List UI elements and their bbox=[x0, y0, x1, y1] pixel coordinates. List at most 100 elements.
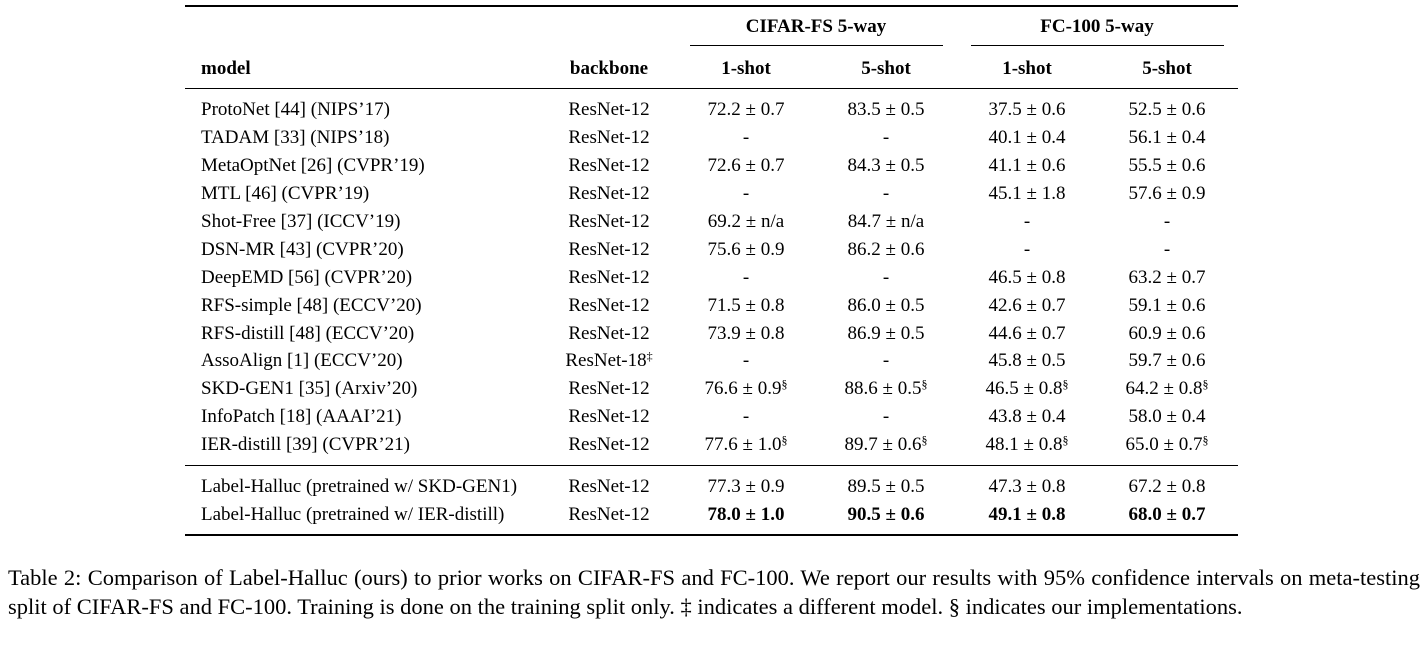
cmidrule-fc100 bbox=[971, 45, 1224, 46]
value-text: 69.2 ± n/a bbox=[707, 211, 785, 232]
model-cell: MetaOptNet [26] (CVPR’19) bbox=[201, 155, 425, 176]
value-text: - bbox=[1163, 211, 1171, 232]
ours-rule bbox=[185, 465, 1238, 466]
value-cell-cifar-1shot: 75.6 ± 0.9 bbox=[708, 239, 785, 261]
backbone-cell: ResNet-12 bbox=[568, 267, 649, 289]
value-text: - bbox=[742, 267, 750, 288]
header-model: model bbox=[201, 58, 251, 79]
value-text: 72.6 ± 0.7 bbox=[707, 155, 785, 176]
value-cell-cifar-5shot: 89.5 ± 0.5 bbox=[848, 476, 925, 498]
value-cell-cifar-5shot: - bbox=[883, 183, 889, 205]
value-cell-cifar-5shot: 88.6 ± 0.5§ bbox=[845, 378, 928, 400]
model-cell: Label-Halluc (pretrained w/ SKD-GEN1) bbox=[201, 476, 518, 497]
value-text: 40.1 ± 0.4 bbox=[988, 127, 1066, 148]
backbone-cell: ResNet-12 bbox=[568, 504, 649, 526]
value-cell-fc100-5shot: 59.7 ± 0.6 bbox=[1129, 350, 1206, 372]
backbone-text: ResNet-12 bbox=[568, 476, 650, 497]
value-cell-fc100-1shot: 37.5 ± 0.6 bbox=[989, 99, 1066, 121]
value-cell-cifar-1shot: - bbox=[743, 350, 749, 372]
value-text: 89.5 ± 0.5 bbox=[847, 476, 925, 497]
value-text: 57.6 ± 0.9 bbox=[1128, 183, 1206, 204]
value-text: 45.1 ± 1.8 bbox=[988, 183, 1066, 204]
value-text: 46.5 ± 0.8 bbox=[985, 378, 1063, 399]
value-text: 56.1 ± 0.4 bbox=[1128, 127, 1206, 148]
value-cell-cifar-1shot: 73.9 ± 0.8 bbox=[708, 323, 785, 345]
double-dagger-mark: ‡ bbox=[646, 349, 653, 363]
backbone-text: ResNet-12 bbox=[568, 295, 650, 316]
backbone-text: ResNet-12 bbox=[568, 99, 650, 120]
value-text: 84.7 ± n/a bbox=[847, 211, 925, 232]
value-text: 41.1 ± 0.6 bbox=[988, 155, 1066, 176]
backbone-cell: ResNet-12 bbox=[568, 434, 649, 456]
value-cell-cifar-5shot: 86.9 ± 0.5 bbox=[848, 323, 925, 345]
value-cell-cifar-5shot: 90.5 ± 0.6 bbox=[848, 504, 925, 526]
backbone-cell: ResNet-12 bbox=[568, 239, 649, 261]
top-rule bbox=[185, 5, 1238, 7]
value-cell-fc100-1shot: 45.1 ± 1.8 bbox=[989, 183, 1066, 205]
backbone-text: ResNet-12 bbox=[568, 127, 650, 148]
value-text: - bbox=[882, 350, 890, 371]
value-text: 52.5 ± 0.6 bbox=[1128, 99, 1206, 120]
value-cell-cifar-5shot: 83.5 ± 0.5 bbox=[848, 99, 925, 121]
value-cell-cifar-5shot: 89.7 ± 0.6§ bbox=[845, 434, 928, 456]
bottom-rule bbox=[185, 534, 1238, 536]
value-cell-fc100-1shot: 49.1 ± 0.8 bbox=[989, 504, 1066, 526]
backbone-cell: ResNet-18‡ bbox=[565, 350, 652, 372]
value-text: - bbox=[1023, 239, 1031, 260]
value-text: - bbox=[882, 183, 890, 204]
header-fc100-1shot: 1-shot bbox=[1002, 58, 1052, 79]
section-mark: § bbox=[1062, 433, 1069, 447]
value-cell-cifar-5shot: 84.7 ± n/a bbox=[848, 211, 924, 233]
model-cell: Shot-Free [37] (ICCV’19) bbox=[201, 211, 401, 232]
value-cell-cifar-5shot: - bbox=[883, 350, 889, 372]
value-cell-cifar-1shot: 69.2 ± n/a bbox=[708, 211, 784, 233]
backbone-cell: ResNet-12 bbox=[568, 183, 649, 205]
header-rule bbox=[185, 88, 1238, 89]
value-text: 46.5 ± 0.8 bbox=[988, 267, 1066, 288]
model-cell: InfoPatch [18] (AAAI’21) bbox=[201, 406, 402, 427]
backbone-cell: ResNet-12 bbox=[568, 378, 649, 400]
value-text: 60.9 ± 0.6 bbox=[1128, 323, 1206, 344]
value-cell-cifar-1shot: - bbox=[743, 267, 749, 289]
header-fc100-5shot: 5-shot bbox=[1142, 58, 1192, 79]
value-cell-fc100-5shot: 52.5 ± 0.6 bbox=[1129, 99, 1206, 121]
value-cell-fc100-5shot: 64.2 ± 0.8§ bbox=[1126, 378, 1209, 400]
value-text: 59.1 ± 0.6 bbox=[1128, 295, 1206, 316]
value-text: 73.9 ± 0.8 bbox=[707, 323, 785, 344]
value-text: 68.0 ± 0.7 bbox=[1128, 504, 1206, 525]
value-text: - bbox=[882, 267, 890, 288]
value-cell-cifar-5shot: 84.3 ± 0.5 bbox=[848, 155, 925, 177]
value-cell-fc100-5shot: 68.0 ± 0.7 bbox=[1129, 504, 1206, 526]
backbone-cell: ResNet-12 bbox=[568, 127, 649, 149]
header-backbone: backbone bbox=[569, 58, 649, 79]
value-text: 58.0 ± 0.4 bbox=[1128, 406, 1206, 427]
model-cell: ProtoNet [44] (NIPS’17) bbox=[201, 99, 390, 120]
value-cell-cifar-5shot: - bbox=[883, 406, 889, 428]
value-cell-cifar-1shot: 78.0 ± 1.0 bbox=[708, 504, 785, 526]
value-text: 44.6 ± 0.7 bbox=[988, 323, 1066, 344]
backbone-cell: ResNet-12 bbox=[568, 476, 649, 498]
backbone-text: ResNet-12 bbox=[568, 211, 650, 232]
value-text: 65.0 ± 0.7 bbox=[1125, 434, 1203, 455]
backbone-text: ResNet-12 bbox=[568, 323, 650, 344]
group-header-cifar: CIFAR-FS 5-way bbox=[745, 16, 887, 37]
value-cell-fc100-5shot: - bbox=[1164, 239, 1170, 261]
model-cell: DSN-MR [43] (CVPR’20) bbox=[201, 239, 404, 260]
value-text: 86.9 ± 0.5 bbox=[847, 323, 925, 344]
model-cell: MTL [46] (CVPR’19) bbox=[201, 183, 370, 204]
value-cell-cifar-1shot: 72.2 ± 0.7 bbox=[708, 99, 785, 121]
value-cell-cifar-5shot: 86.2 ± 0.6 bbox=[848, 239, 925, 261]
value-cell-fc100-1shot: 47.3 ± 0.8 bbox=[989, 476, 1066, 498]
backbone-cell: ResNet-12 bbox=[568, 406, 649, 428]
value-cell-cifar-1shot: 77.6 ± 1.0§ bbox=[705, 434, 788, 456]
value-text: 42.6 ± 0.7 bbox=[988, 295, 1066, 316]
value-cell-fc100-5shot: 57.6 ± 0.9 bbox=[1129, 183, 1206, 205]
value-cell-fc100-1shot: 45.8 ± 0.5 bbox=[989, 350, 1066, 372]
group-header-fc100: FC-100 5-way bbox=[1040, 16, 1154, 37]
value-cell-fc100-5shot: - bbox=[1164, 211, 1170, 233]
section-mark: § bbox=[781, 433, 788, 447]
value-cell-fc100-1shot: - bbox=[1024, 211, 1030, 233]
value-text: 71.5 ± 0.8 bbox=[707, 295, 785, 316]
value-cell-fc100-1shot: 48.1 ± 0.8§ bbox=[986, 434, 1069, 456]
header-cifar-5shot: 5-shot bbox=[861, 58, 911, 79]
